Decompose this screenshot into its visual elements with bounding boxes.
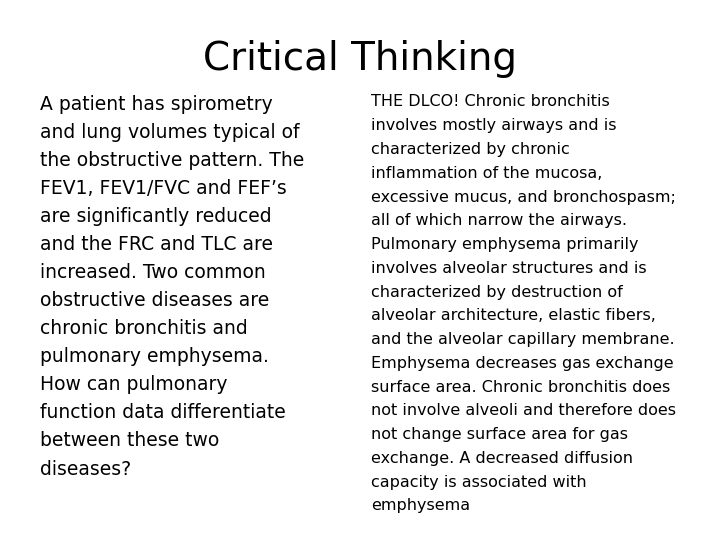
Text: obstructive diseases are: obstructive diseases are bbox=[40, 291, 269, 310]
Text: inflammation of the mucosa,: inflammation of the mucosa, bbox=[371, 166, 602, 181]
Text: THE DLCO! Chronic bronchitis: THE DLCO! Chronic bronchitis bbox=[371, 94, 610, 110]
Text: How can pulmonary: How can pulmonary bbox=[40, 375, 227, 394]
Text: function data differentiate: function data differentiate bbox=[40, 403, 285, 422]
Text: involves alveolar structures and is: involves alveolar structures and is bbox=[371, 261, 647, 276]
Text: increased. Two common: increased. Two common bbox=[40, 263, 266, 282]
Text: pulmonary emphysema.: pulmonary emphysema. bbox=[40, 347, 269, 366]
Text: exchange. A decreased diffusion: exchange. A decreased diffusion bbox=[371, 451, 633, 466]
Text: chronic bronchitis and: chronic bronchitis and bbox=[40, 319, 248, 338]
Text: FEV1, FEV1/FVC and FEF’s: FEV1, FEV1/FVC and FEF’s bbox=[40, 179, 287, 198]
Text: alveolar architecture, elastic fibers,: alveolar architecture, elastic fibers, bbox=[371, 308, 656, 323]
Text: and lung volumes typical of: and lung volumes typical of bbox=[40, 123, 299, 141]
Text: involves mostly airways and is: involves mostly airways and is bbox=[371, 118, 616, 133]
Text: not change surface area for gas: not change surface area for gas bbox=[371, 427, 628, 442]
Text: and the alveolar capillary membrane.: and the alveolar capillary membrane. bbox=[371, 332, 675, 347]
Text: characterized by chronic: characterized by chronic bbox=[371, 142, 570, 157]
Text: capacity is associated with: capacity is associated with bbox=[371, 475, 586, 490]
Text: between these two: between these two bbox=[40, 431, 219, 450]
Text: Critical Thinking: Critical Thinking bbox=[203, 40, 517, 78]
Text: Pulmonary emphysema primarily: Pulmonary emphysema primarily bbox=[371, 237, 639, 252]
Text: emphysema: emphysema bbox=[371, 498, 470, 514]
Text: excessive mucus, and bronchospasm;: excessive mucus, and bronchospasm; bbox=[371, 190, 675, 205]
Text: A patient has spirometry: A patient has spirometry bbox=[40, 94, 272, 113]
Text: Emphysema decreases gas exchange: Emphysema decreases gas exchange bbox=[371, 356, 673, 371]
Text: the obstructive pattern. The: the obstructive pattern. The bbox=[40, 151, 304, 170]
Text: characterized by destruction of: characterized by destruction of bbox=[371, 285, 623, 300]
Text: are significantly reduced: are significantly reduced bbox=[40, 207, 271, 226]
Text: all of which narrow the airways.: all of which narrow the airways. bbox=[371, 213, 627, 228]
Text: not involve alveoli and therefore does: not involve alveoli and therefore does bbox=[371, 403, 676, 418]
Text: diseases?: diseases? bbox=[40, 460, 131, 478]
Text: and the FRC and TLC are: and the FRC and TLC are bbox=[40, 235, 273, 254]
Text: surface area. Chronic bronchitis does: surface area. Chronic bronchitis does bbox=[371, 380, 670, 395]
